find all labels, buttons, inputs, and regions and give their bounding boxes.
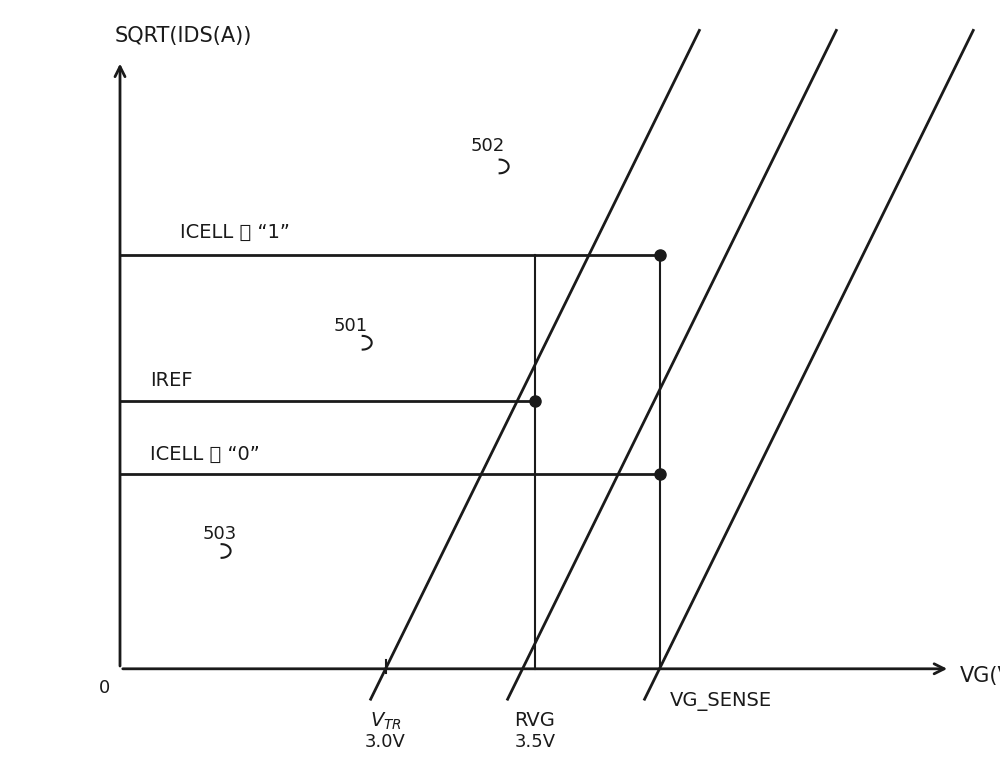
Text: $V_{TR}$: $V_{TR}$ xyxy=(370,711,402,732)
Text: 3.0V: 3.0V xyxy=(365,733,406,752)
Text: 3.5V: 3.5V xyxy=(514,733,556,752)
Text: IREF: IREF xyxy=(150,371,193,390)
Text: VG_SENSE: VG_SENSE xyxy=(670,692,772,711)
Text: SQRT(IDS(A)): SQRT(IDS(A)) xyxy=(115,26,252,46)
Text: 0: 0 xyxy=(99,679,111,697)
Text: VG(V): VG(V) xyxy=(960,667,1000,686)
Text: 503: 503 xyxy=(202,525,237,543)
Text: 502: 502 xyxy=(471,137,505,155)
Text: ICELL 为 “1”: ICELL 为 “1” xyxy=(180,223,290,242)
Text: 501: 501 xyxy=(334,317,368,335)
Text: ICELL 为 “0”: ICELL 为 “0” xyxy=(150,445,260,464)
Text: RVG: RVG xyxy=(515,711,555,730)
